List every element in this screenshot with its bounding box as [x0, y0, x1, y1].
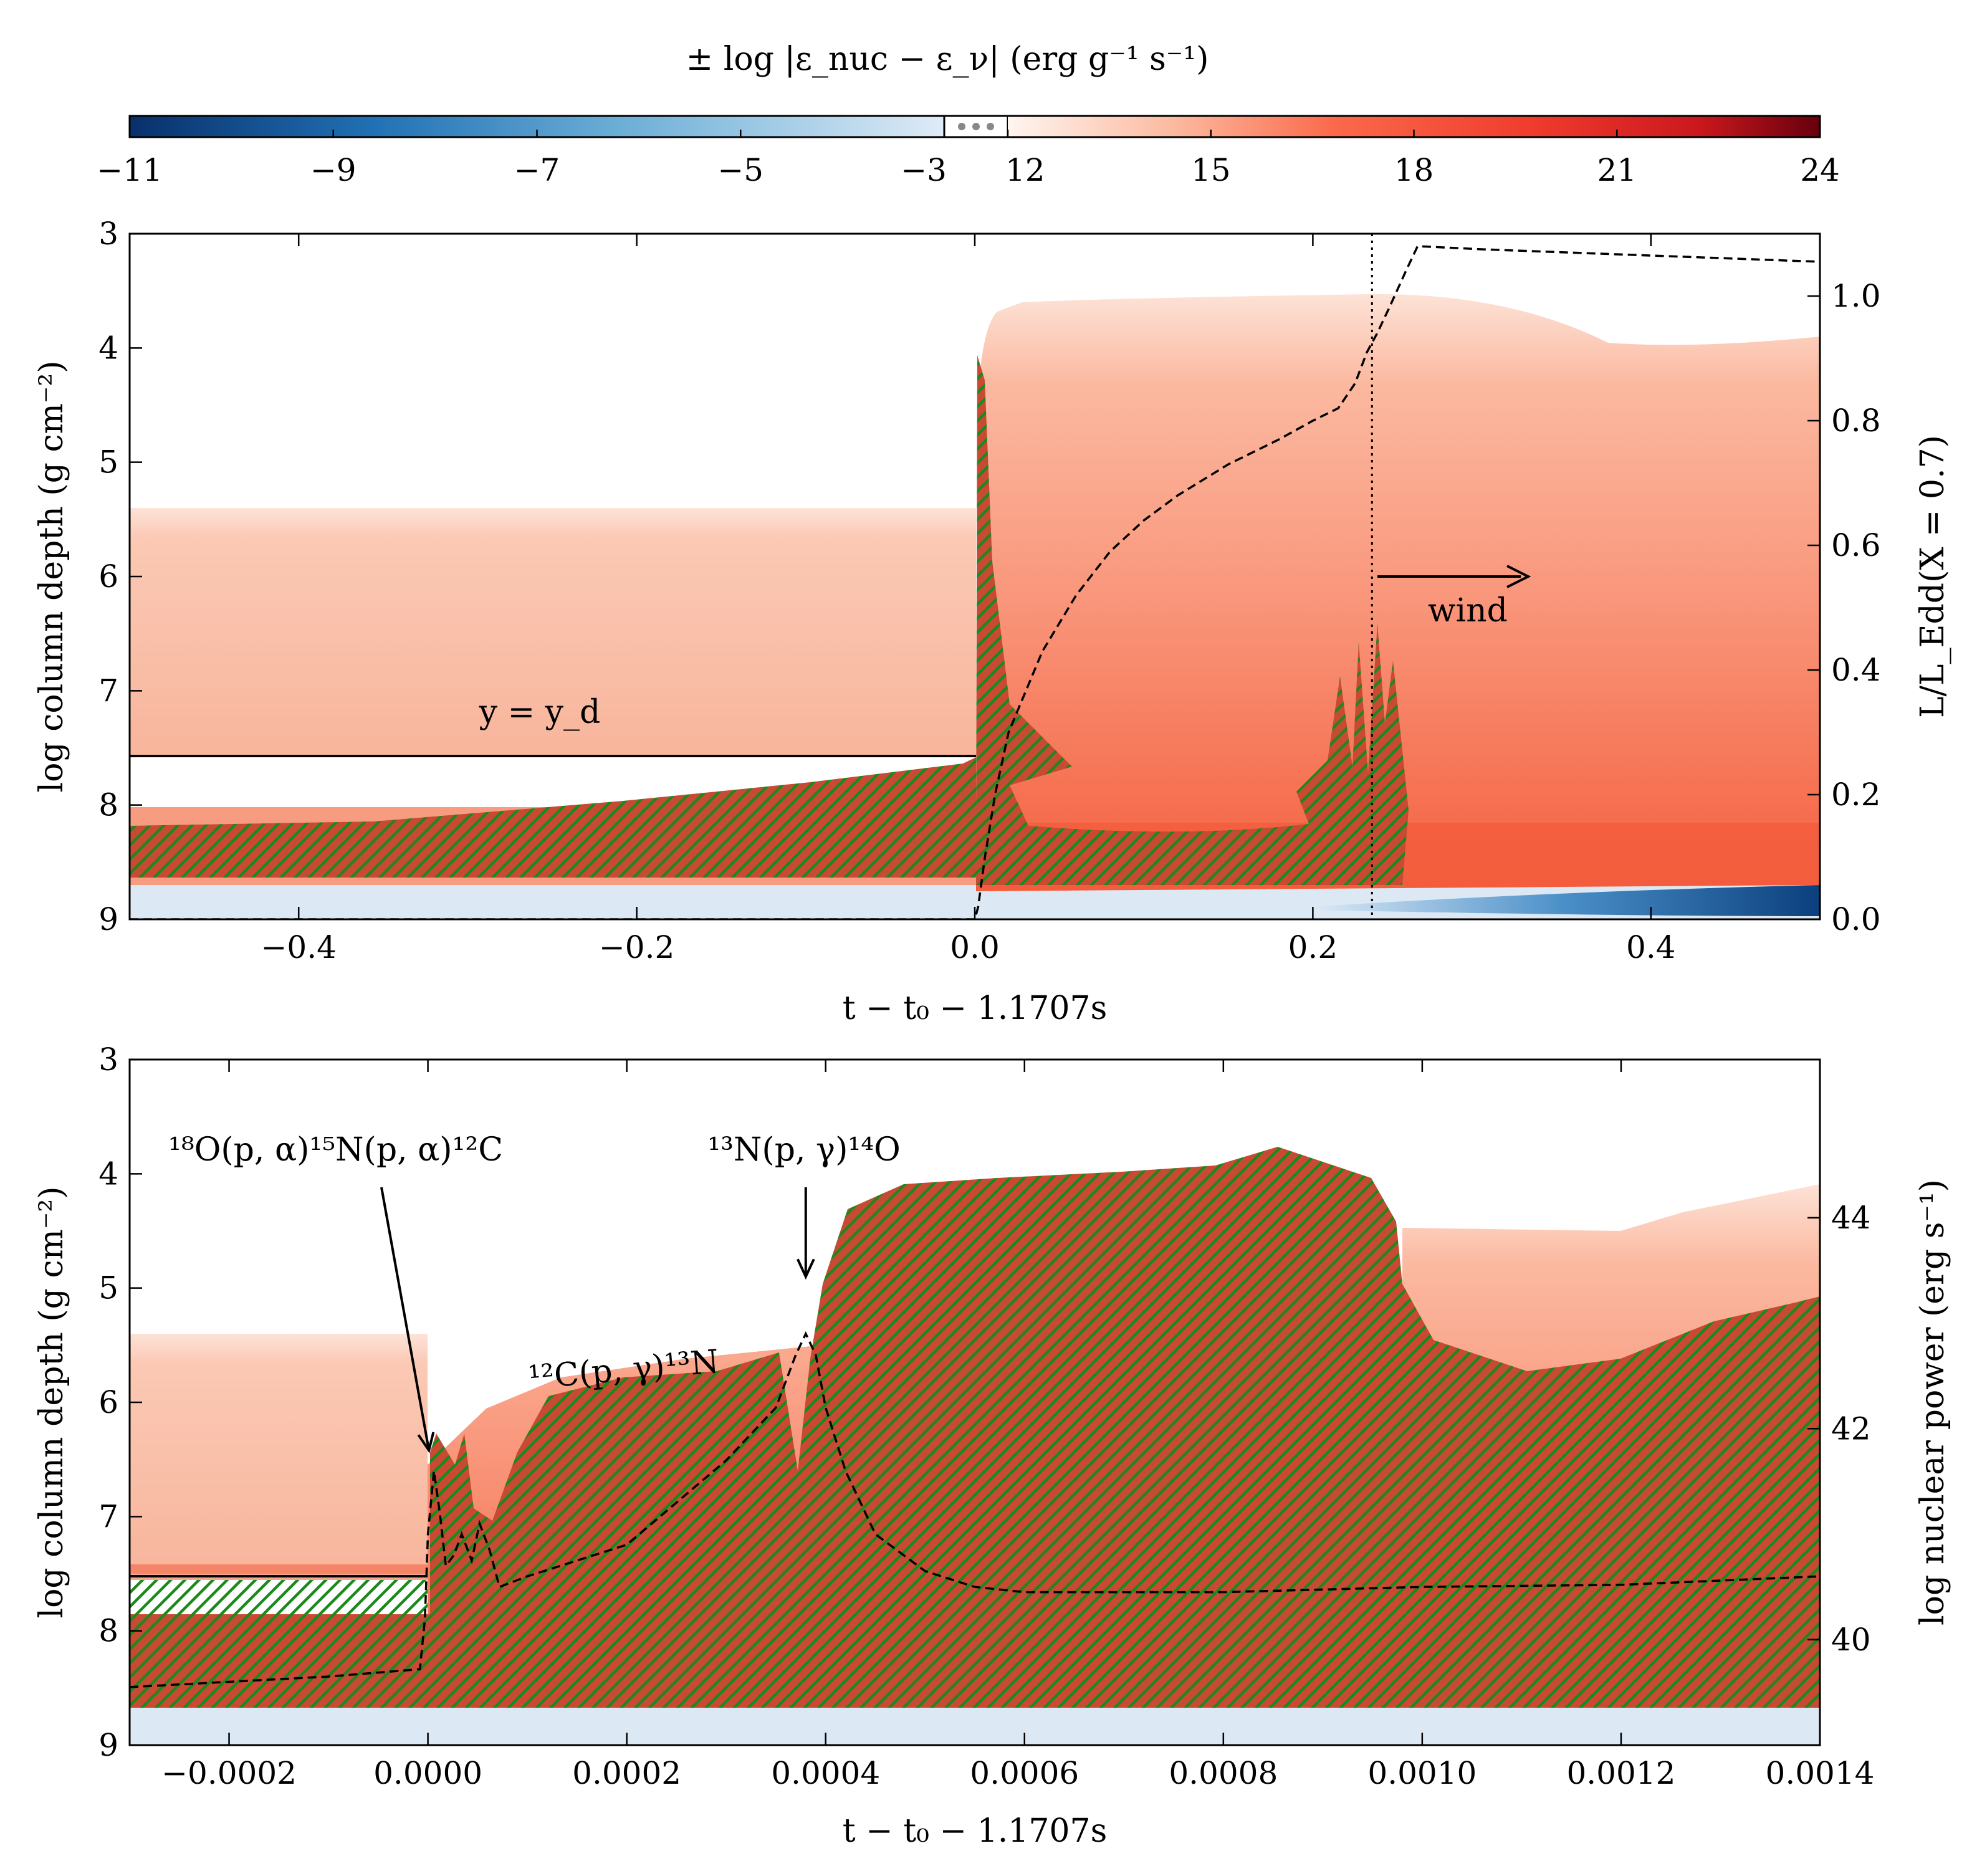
top-convection-burst — [976, 355, 1409, 885]
x-tick-label: 0.0014 — [1766, 1755, 1875, 1791]
top-x-axis-label: t − t₀ − 1.1707s — [843, 990, 1108, 1027]
top-cooling-tail — [1309, 885, 1820, 916]
reaction-label-n13: ¹³N(p, γ)¹⁴O — [707, 1131, 901, 1169]
y-tick-label: 4 — [98, 1156, 118, 1192]
y-tick-label: 8 — [98, 787, 118, 823]
x-tick-label: 0.0008 — [1169, 1755, 1278, 1791]
colorbar-ticks: −11 −9 −7 −5 −3 12 15 18 21 24 — [97, 130, 1840, 188]
reaction-label-o18: ¹⁸O(p, α)¹⁵N(p, α)¹²C — [168, 1131, 503, 1169]
colorbar-title: ± log |ε_nuc − ε_ν| (erg g⁻¹ s⁻¹) — [686, 41, 1209, 78]
y2-tick-label: 42 — [1831, 1410, 1871, 1447]
wind-label: wind — [1428, 592, 1508, 629]
bottom-panel: −0.0002 0.0000 0.0002 0.0004 0.0006 0.0008 0.0… — [33, 1041, 1951, 1850]
colorbar: ± log |ε_nuc − ε_ν| (erg g⁻¹ s⁻¹) −11 −9−… — [97, 41, 1840, 188]
top-y-axis-label: log column depth (g cm⁻²) — [33, 360, 70, 792]
x-tick-label: −0.2 — [599, 929, 674, 965]
colorbar-tick-label: −3 — [901, 152, 947, 188]
x-tick-label: 0.0002 — [572, 1755, 681, 1791]
top-deep-neg-region — [130, 885, 976, 919]
y-tick-label: 3 — [98, 216, 118, 252]
top-preburst-layer — [130, 508, 976, 756]
x-tick-label: 0.2 — [1288, 929, 1338, 965]
y2-tick-label: 0.8 — [1831, 403, 1881, 439]
y-tick-label: 9 — [98, 1727, 118, 1763]
colorbar-tick-label: −5 — [717, 152, 764, 188]
top-burst-region — [976, 294, 1820, 891]
y2-tick-label: 1.0 — [1831, 278, 1881, 314]
y-tick-label: 6 — [98, 558, 118, 595]
x-tick-label: 0.0 — [950, 929, 1000, 965]
y-tick-label: 5 — [98, 1270, 118, 1306]
ellipsis-icon — [958, 123, 994, 130]
y-tick-label: 7 — [98, 672, 118, 709]
colorbar-tick-label: 21 — [1597, 152, 1637, 188]
colorbar-tick-label: −7 — [514, 152, 560, 188]
y-tick-label: 3 — [98, 1041, 118, 1078]
top-panel: −0.4 −0.2 0.0 0.2 0.4 3 4 5 6 7 8 9 0.0 0.2 0.4 0.6 0.8 1… — [33, 216, 1951, 1027]
x-tick-label: −0.4 — [261, 929, 336, 965]
bottom-x-axis-label: t − t₀ − 1.1707s — [843, 1812, 1108, 1850]
y-tick-label: 7 — [98, 1498, 118, 1534]
bottom-right-axis-label: log nuclear power (erg s⁻¹) — [1914, 1179, 1951, 1625]
top-convection-preburst — [130, 757, 976, 878]
top-right-axis-label: L/L_Edd(X = 0.7) — [1914, 435, 1951, 718]
bottom-convection-burst — [430, 1147, 1820, 1614]
x-tick-label: 0.0010 — [1367, 1755, 1477, 1791]
y-tick-label: 6 — [98, 1384, 118, 1420]
y2-tick-label: 40 — [1831, 1622, 1871, 1658]
colorbar-tick-label: −11 — [97, 152, 163, 188]
bottom-deep-region — [130, 1708, 1820, 1745]
bottom-y-axis-label: log column depth (g cm⁻²) — [33, 1186, 70, 1618]
x-tick-label: 0.4 — [1626, 929, 1676, 965]
colorbar-tick-label: 24 — [1800, 152, 1840, 188]
y2-tick-label: 44 — [1831, 1200, 1871, 1236]
arrow-n13 — [796, 1187, 815, 1280]
x-tick-label: −0.0002 — [161, 1755, 297, 1791]
x-tick-label: 0.0004 — [771, 1755, 880, 1791]
y-tick-label: 8 — [98, 1613, 118, 1649]
y-tick-label: 5 — [98, 444, 118, 481]
wind-arrow — [1377, 565, 1531, 588]
bottom-preburst-layer — [130, 1334, 428, 1574]
x-tick-label: 0.0012 — [1566, 1755, 1675, 1791]
luminosity-curve — [130, 245, 1820, 919]
colorbar-tick-label: 12 — [1005, 152, 1045, 188]
layer-depth-label: y = y_d — [479, 694, 601, 731]
y2-tick-label: 0.4 — [1831, 652, 1881, 688]
colorbar-tick-label: 18 — [1394, 152, 1434, 188]
y2-tick-label: 0.2 — [1831, 777, 1881, 813]
y-tick-label: 4 — [98, 330, 118, 366]
y-tick-label: 9 — [98, 901, 118, 937]
bottom-axis-ticks: −0.0002 0.0000 0.0002 0.0004 0.0006 0.0008 0.0… — [98, 1041, 1874, 1791]
nuclear-power-curve — [130, 1331, 1820, 1688]
y2-tick-label: 0.0 — [1831, 901, 1881, 937]
x-tick-label: 0.0000 — [373, 1755, 482, 1791]
colorbar-frame — [128, 115, 1821, 138]
y2-tick-label: 0.6 — [1831, 527, 1881, 563]
top-axis-ticks: −0.4 −0.2 0.0 0.2 0.4 3 4 5 6 7 8 9 0.0 0.2 0.4 0.6 0.8 1… — [98, 216, 1880, 965]
colorbar-tick-label: 15 — [1191, 152, 1231, 188]
arrow-o18 — [380, 1187, 435, 1453]
bottom-convection-deep — [130, 1614, 1820, 1708]
colorbar-tick-label: −9 — [310, 152, 357, 188]
x-tick-label: 0.0006 — [970, 1755, 1079, 1791]
